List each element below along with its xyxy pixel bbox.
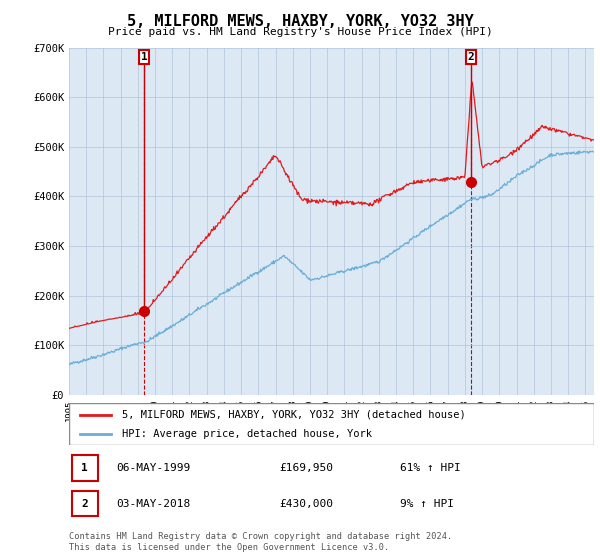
Text: 06-MAY-1999: 06-MAY-1999	[116, 463, 191, 473]
Text: 03-MAY-2018: 03-MAY-2018	[116, 498, 191, 508]
Text: 1: 1	[82, 463, 88, 473]
FancyBboxPatch shape	[466, 50, 476, 64]
FancyBboxPatch shape	[71, 491, 98, 516]
Text: Contains HM Land Registry data © Crown copyright and database right 2024.
This d: Contains HM Land Registry data © Crown c…	[69, 533, 452, 552]
Text: £430,000: £430,000	[279, 498, 333, 508]
Text: 5, MILFORD MEWS, HAXBY, YORK, YO32 3HY (detached house): 5, MILFORD MEWS, HAXBY, YORK, YO32 3HY (…	[121, 409, 465, 419]
Text: £169,950: £169,950	[279, 463, 333, 473]
Text: HPI: Average price, detached house, York: HPI: Average price, detached house, York	[121, 429, 371, 439]
FancyBboxPatch shape	[139, 50, 149, 64]
Text: 1: 1	[140, 52, 147, 62]
FancyBboxPatch shape	[69, 403, 594, 445]
Text: Price paid vs. HM Land Registry's House Price Index (HPI): Price paid vs. HM Land Registry's House …	[107, 27, 493, 38]
Text: 2: 2	[467, 52, 475, 62]
FancyBboxPatch shape	[71, 455, 98, 480]
Text: 5, MILFORD MEWS, HAXBY, YORK, YO32 3HY: 5, MILFORD MEWS, HAXBY, YORK, YO32 3HY	[127, 14, 473, 29]
Text: 2: 2	[82, 498, 88, 508]
Text: 61% ↑ HPI: 61% ↑ HPI	[400, 463, 461, 473]
Text: 9% ↑ HPI: 9% ↑ HPI	[400, 498, 454, 508]
